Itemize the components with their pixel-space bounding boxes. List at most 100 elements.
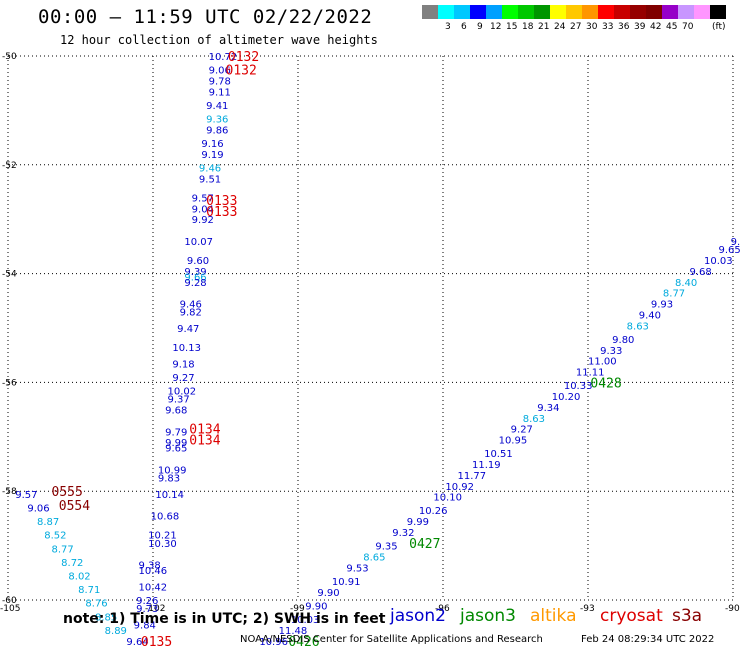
x-tick-label: -99 xyxy=(290,604,305,614)
swh-value-label: 9.79 xyxy=(165,427,187,438)
swh-value-label: 9.39 xyxy=(184,267,206,278)
legend-label: 21 xyxy=(538,22,550,32)
swh-value-label: 9.06 xyxy=(27,504,49,515)
swh-value-label: 8.77 xyxy=(663,289,685,300)
swh-value-label: 8.76 xyxy=(85,599,107,610)
legend-swatch xyxy=(598,5,614,19)
swh-value-label: 8.63 xyxy=(523,414,545,425)
swh-value-label: 9.65 xyxy=(719,245,740,256)
swh-value-label: 9.27 xyxy=(172,373,194,384)
swh-value-label: 9.99 xyxy=(407,517,429,528)
swh-value-label: 9.73 xyxy=(136,604,158,615)
legend-swatch xyxy=(582,5,598,19)
legend-label: 27 xyxy=(570,22,582,32)
swh-value-label: 8.85 xyxy=(95,612,117,623)
swh-value-label: 10.99 xyxy=(158,465,187,476)
legend-swatch xyxy=(534,5,550,19)
chart-title: 00:00 – 11:59 UTC 02/22/2022 xyxy=(38,6,373,28)
swh-value-label: 10.03 xyxy=(291,615,320,626)
swh-value-label: 8.52 xyxy=(44,531,66,542)
swh-value-label: 11.48 xyxy=(279,626,308,637)
footer-note: note: 1) Time is in UTC; 2) SWH is in fe… xyxy=(63,611,386,627)
swh-value-label: 8.02 xyxy=(68,572,90,583)
swh-value-label: 10.26 xyxy=(419,506,448,517)
legend-label: 33 xyxy=(602,22,614,32)
legend-swatch xyxy=(662,5,678,19)
y-tick-label: -58 xyxy=(2,487,17,497)
time-label: 0134 xyxy=(189,434,220,449)
legend-swatch xyxy=(646,5,662,19)
legend-label: 30 xyxy=(586,22,598,32)
swh-value-label: 10.03 xyxy=(704,256,733,267)
swh-value-label: 9.90 xyxy=(317,588,339,599)
time-label: 0554 xyxy=(59,499,90,514)
swh-value-label: 9.27 xyxy=(511,425,533,436)
swh-value-label: 10.13 xyxy=(172,343,201,354)
swh-value-label: 9.78 xyxy=(209,76,231,87)
swh-value-label: 9.26 xyxy=(136,596,158,607)
time-label: 0133 xyxy=(206,194,237,209)
satellite-jason2: jason2 xyxy=(390,606,446,626)
swh-value-label: 8.77 xyxy=(52,544,74,555)
legend-label: 15 xyxy=(506,22,518,32)
swh-value-label: 9.66 xyxy=(184,272,206,283)
swh-value-label: 8.87 xyxy=(37,517,59,528)
legend-swatch xyxy=(614,5,630,19)
swh-value-label: 10.92 xyxy=(445,482,474,493)
swh-value-label: 10.91 xyxy=(332,577,361,588)
legend-swatch xyxy=(486,5,502,19)
x-tick-label: -105 xyxy=(0,604,20,614)
swh-value-label: 9.64 xyxy=(126,637,148,648)
legend-label: 12 xyxy=(490,22,502,32)
swh-value-label: 9.37 xyxy=(168,395,190,406)
legend-label: 42 xyxy=(650,22,662,32)
time-label: 0134 xyxy=(189,423,220,438)
swh-value-label: 9.35 xyxy=(375,542,397,553)
swh-value-label: 10.42 xyxy=(139,582,168,593)
swh-value-label: 9.57 xyxy=(192,193,214,204)
swh-value-label: 9.68 xyxy=(165,406,187,417)
swh-value-label: 9.99 xyxy=(165,438,187,449)
legend-swatch xyxy=(438,5,454,19)
legend-swatch xyxy=(694,5,710,19)
legend-swatch xyxy=(454,5,470,19)
satellite-altika: altika xyxy=(530,606,577,626)
swh-value-label: 9.84 xyxy=(134,620,156,631)
color-scale-legend xyxy=(422,5,726,19)
swh-value-label: 9.53 xyxy=(346,563,368,574)
swh-value-label: 9.65 xyxy=(165,444,187,455)
legend-swatch xyxy=(566,5,582,19)
legend-label: 36 xyxy=(618,22,630,32)
legend-unit: (ft) xyxy=(712,22,726,32)
legend-label: 70 xyxy=(682,22,694,32)
swh-value-label: 10.68 xyxy=(151,512,180,523)
swh-value-label: 9.90 xyxy=(305,601,327,612)
swh-value-label: 10.10 xyxy=(433,493,462,504)
swh-value-label: 9.16 xyxy=(201,139,223,150)
legend-label: 9 xyxy=(477,22,483,32)
swh-value-label: 9.04 xyxy=(192,204,214,215)
swh-value-label: 10.07 xyxy=(184,237,213,248)
time-label: 0426 xyxy=(288,635,319,650)
time-label: 0555 xyxy=(52,485,83,500)
swh-value-label: 11.11 xyxy=(576,368,605,379)
time-label: 0428 xyxy=(590,376,621,391)
swh-value-label: 9.06 xyxy=(209,66,231,77)
swh-value-label: 10.33 xyxy=(564,381,593,392)
swh-value-label: 9.6 xyxy=(731,237,740,248)
y-tick-label: -56 xyxy=(2,378,17,388)
legend-swatch xyxy=(710,5,726,19)
legend-swatch xyxy=(678,5,694,19)
y-tick-label: -50 xyxy=(2,52,17,62)
swh-value-label: 9.40 xyxy=(639,310,661,321)
swh-value-label: 10.14 xyxy=(155,490,184,501)
legend-label: 3 xyxy=(445,22,451,32)
swh-value-label: 8.40 xyxy=(675,278,697,289)
credit-line: NOAA/NESDIS Center for Satellite Applica… xyxy=(240,634,543,645)
x-tick-label: -90 xyxy=(725,604,740,614)
swh-value-label: 10.96 xyxy=(259,637,288,648)
swh-value-label: 9.82 xyxy=(180,308,202,319)
swh-value-label: 10.72 xyxy=(209,52,238,63)
time-label: 0133 xyxy=(206,205,237,220)
